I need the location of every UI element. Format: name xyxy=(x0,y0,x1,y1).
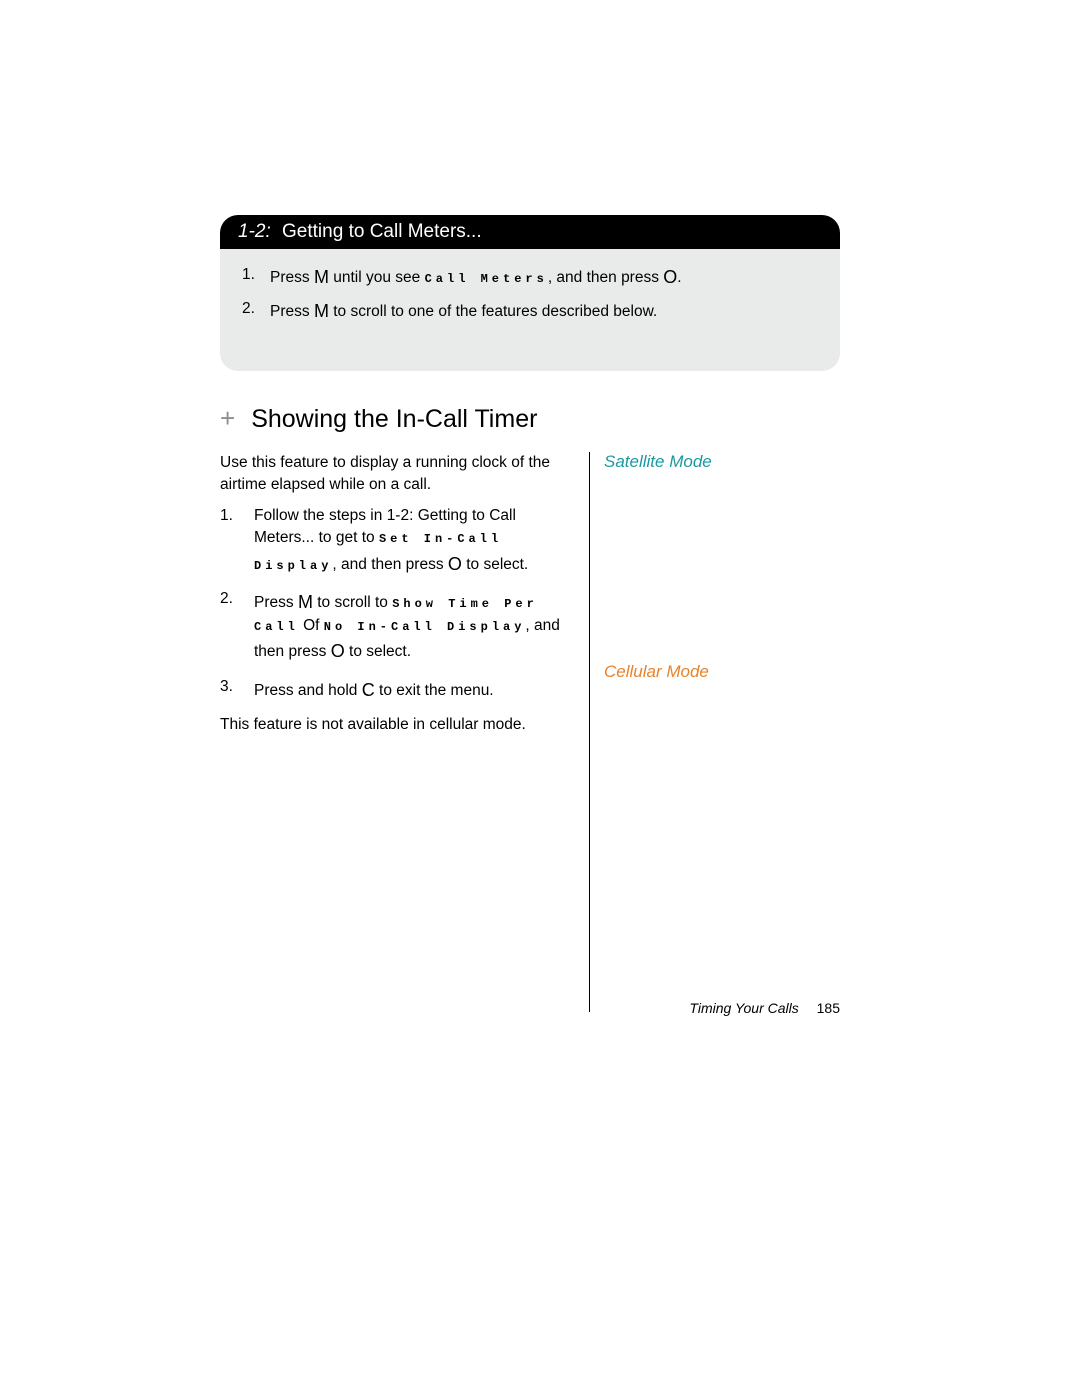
plus-icon: + xyxy=(220,405,235,431)
procedure-body: 1. Press M until you see Call Meters, an… xyxy=(220,249,840,371)
procedure-step: 2. Press M to scroll to one of the featu… xyxy=(242,297,818,325)
procedure-step: 1. Press M until you see Call Meters, an… xyxy=(242,263,818,291)
key-o-icon: O xyxy=(331,638,345,664)
main-column: Use this feature to display a running cl… xyxy=(220,452,575,1012)
list-item: 1. Follow the steps in 1-2: Getting to C… xyxy=(254,505,575,576)
procedure-title: Getting to Call Meters... xyxy=(282,221,482,242)
step-number: 2. xyxy=(242,297,260,325)
procedure-header: 1-2: Getting to Call Meters... xyxy=(220,215,840,249)
section-heading: + Showing the In-Call Timer xyxy=(220,405,840,434)
footer-page-number: 185 xyxy=(817,1000,840,1016)
vertical-divider xyxy=(589,452,590,1012)
key-o-icon: O xyxy=(663,264,677,292)
section-title: Showing the In-Call Timer xyxy=(251,405,537,434)
list-item: 3. Press and hold C to exit the menu. xyxy=(254,676,575,702)
step-number: 1. xyxy=(220,505,233,527)
cellular-mode-label: Cellular Mode xyxy=(604,662,824,682)
step-number: 1. xyxy=(242,263,260,291)
step-text: Press M to scroll to one of the features… xyxy=(270,297,657,325)
footer-chapter: Timing Your Calls xyxy=(689,1000,798,1016)
list-item: 2. Press M to scroll to Show Time Per Ca… xyxy=(254,588,575,663)
procedure-number: 1-2: xyxy=(238,221,271,242)
step-text: Press M until you see Call Meters, and t… xyxy=(270,263,682,291)
satellite-mode-label: Satellite Mode xyxy=(604,452,824,472)
intro-paragraph: Use this feature to display a running cl… xyxy=(220,452,575,497)
key-m-icon: M xyxy=(298,589,313,615)
key-o-icon: O xyxy=(448,551,462,577)
key-m-icon: M xyxy=(314,264,329,292)
note-paragraph: This feature is not available in cellula… xyxy=(220,714,575,736)
page-footer: Timing Your Calls 185 xyxy=(220,1000,840,1016)
step-list: 1. Follow the steps in 1-2: Getting to C… xyxy=(220,505,575,702)
content-columns: Use this feature to display a running cl… xyxy=(220,452,840,1012)
key-m-icon: M xyxy=(314,298,329,326)
menu-code: Call Meters xyxy=(425,272,548,286)
menu-code: No In-Call Display xyxy=(324,620,526,634)
side-column: Satellite Mode Cellular Mode xyxy=(604,452,824,1012)
step-number: 2. xyxy=(220,588,233,610)
step-number: 3. xyxy=(220,676,233,698)
key-c-icon: C xyxy=(362,677,375,703)
page-content: 1-2: Getting to Call Meters... 1. Press … xyxy=(220,215,840,1012)
